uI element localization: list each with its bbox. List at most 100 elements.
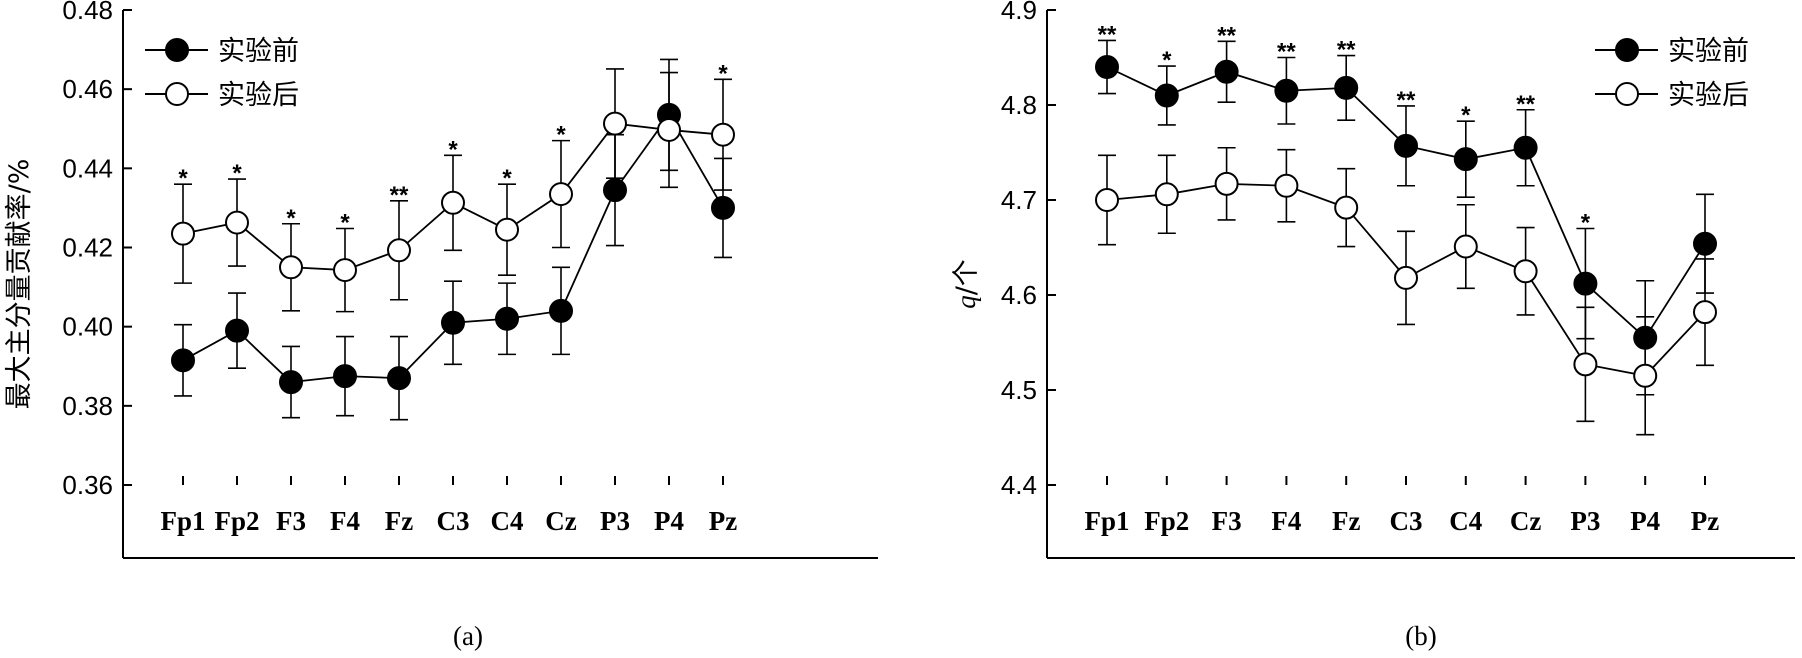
- panel-b-significance-markers: ******* ***** ***: [1098, 21, 1591, 236]
- x-tick-label: Cz: [545, 506, 576, 536]
- data-point-open: [387, 238, 411, 263]
- panel-a: 0.360.380.400.420.440.460.48 Fp1 Fp2 F3 F4 F…: [4, 0, 878, 651]
- data-point-open: [495, 217, 519, 242]
- data-point-filled: [1453, 147, 1478, 172]
- significance-marker: *: [448, 136, 458, 163]
- significance-marker: **: [1217, 22, 1236, 49]
- data-point-open: [279, 255, 303, 280]
- legend-label-before: 实验前: [218, 36, 299, 67]
- data-point-open: [549, 182, 573, 207]
- data-point-open: [1513, 259, 1538, 284]
- y-tick-label: 0.36: [62, 470, 113, 500]
- series-after: [1098, 146, 1714, 436]
- significance-marker: *: [556, 122, 566, 149]
- x-tick-label: P3: [600, 506, 630, 536]
- data-point-open: [657, 117, 681, 142]
- panel-b-y-axis-unit: /个: [951, 259, 982, 295]
- panel-a-y-ticks: 0.36 0.38 0.40 0.42 0.44 0.46 0.48: [62, 0, 132, 500]
- legend-marker-filled: [165, 38, 189, 62]
- panel-b-y-axis-symbol: q: [951, 295, 981, 309]
- data-point-filled: [1154, 83, 1179, 108]
- data-point-filled: [1573, 271, 1598, 296]
- significance-marker: *: [1162, 47, 1172, 74]
- data-point-open: [1633, 363, 1658, 388]
- significance-marker: **: [390, 182, 409, 209]
- significance-marker: *: [178, 165, 188, 192]
- x-tick-label: P4: [1630, 506, 1660, 536]
- data-point-open: [1394, 265, 1418, 290]
- x-tick-label: Fp2: [1144, 506, 1189, 536]
- x-tick-label: F4: [1271, 506, 1301, 536]
- data-point-filled: [225, 318, 249, 343]
- data-point-filled: [1513, 135, 1538, 160]
- panel-a-significance-markers: * ** *******: [178, 60, 728, 236]
- panel-b: 4.4 4.5 4.6 4.7 4.8 4.9 Fp1 Fp2 F3 F4 Fz C3 C4 Cz P3 P…: [951, 0, 1795, 651]
- x-tick-label: P4: [654, 506, 684, 536]
- data-point-open: [1453, 234, 1478, 259]
- data-point-open: [1573, 352, 1598, 377]
- x-tick-label: Fp1: [160, 506, 205, 536]
- y-tick-label: 0.48: [62, 0, 113, 25]
- data-point-open: [603, 111, 627, 136]
- y-tick-label: 4.8: [1001, 90, 1037, 120]
- x-tick-label: F3: [1212, 506, 1242, 536]
- x-tick-label: Cz: [1510, 506, 1541, 536]
- legend-label-after: 实验后: [218, 80, 299, 111]
- data-point-open: [1274, 173, 1299, 198]
- data-point-filled: [1394, 133, 1418, 158]
- y-tick-label: 0.40: [62, 312, 113, 342]
- x-tick-label: Fp2: [214, 506, 259, 536]
- significance-marker: *: [232, 160, 242, 187]
- x-tick-label: C4: [491, 506, 524, 536]
- y-tick-label: 0.38: [62, 391, 113, 421]
- significance-marker: *: [286, 205, 296, 232]
- significance-marker: *: [502, 165, 512, 192]
- data-point-open: [333, 258, 357, 283]
- x-tick-label: F3: [276, 506, 306, 536]
- data-point-filled: [387, 366, 411, 391]
- data-point-filled: [603, 178, 627, 203]
- panel-b-legend: 实验前 实验后: [1595, 36, 1749, 111]
- x-tick-label: Fz: [385, 506, 413, 536]
- legend-marker-filled: [1615, 38, 1639, 62]
- panel-b-label: (b): [1405, 621, 1436, 651]
- y-tick-label: 4.4: [1001, 470, 1037, 500]
- y-tick-label: 4.7: [1001, 185, 1037, 215]
- data-point-open: [225, 210, 249, 235]
- data-point-filled: [279, 370, 303, 395]
- panel-b-x-ticks: Fp1 Fp2 F3 F4 Fz C3 C4 Cz P3 P4 Pz: [1084, 476, 1719, 536]
- x-tick-label: Fz: [1332, 506, 1360, 536]
- data-point-filled: [1214, 59, 1239, 84]
- x-tick-label: Pz: [709, 506, 737, 536]
- data-point-filled: [441, 310, 465, 335]
- legend-label-before: 实验前: [1668, 36, 1749, 67]
- panel-a-axes: [122, 10, 878, 559]
- x-tick-label: F4: [330, 506, 360, 536]
- legend-marker-open: [165, 82, 189, 106]
- data-point-filled: [711, 195, 735, 220]
- panel-b-y-axis-title: q/个: [951, 259, 982, 309]
- series-markers: [1095, 55, 1717, 350]
- legend-marker-open: [1615, 82, 1639, 106]
- y-tick-label: 4.9: [1001, 0, 1037, 25]
- data-point-filled: [495, 306, 519, 331]
- panel-b-series: [1095, 39, 1717, 436]
- series-markers: [1095, 171, 1717, 388]
- significance-marker: **: [1397, 87, 1416, 114]
- significance-marker: *: [1461, 102, 1471, 129]
- data-point-filled: [1274, 78, 1299, 103]
- significance-marker: *: [340, 210, 350, 237]
- significance-marker: **: [1277, 39, 1296, 66]
- significance-marker: **: [1337, 37, 1356, 64]
- data-point-filled: [171, 348, 195, 373]
- data-point-open: [711, 122, 735, 147]
- data-point-open: [1693, 300, 1717, 325]
- panel-a-legend: 实验前 实验后: [145, 36, 299, 111]
- y-tick-label: 0.44: [62, 153, 113, 183]
- data-point-open: [1214, 171, 1239, 196]
- x-tick-label: C4: [1449, 506, 1482, 536]
- x-tick-label: C3: [1390, 506, 1423, 536]
- panel-a-x-ticks: Fp1 Fp2 F3 F4 Fz C3 C4 Cz P3 P4 Pz: [160, 476, 737, 536]
- data-point-filled: [1633, 325, 1658, 350]
